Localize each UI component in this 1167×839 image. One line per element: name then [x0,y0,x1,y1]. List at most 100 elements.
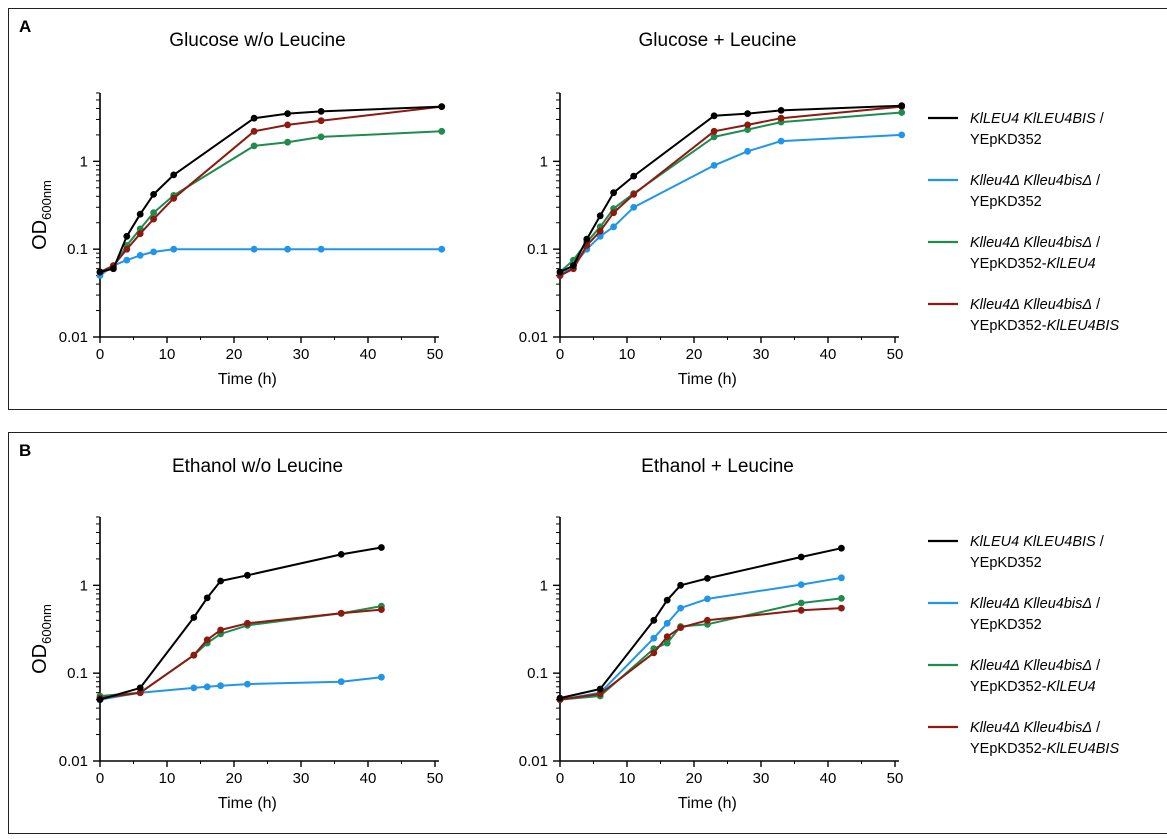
data-point [250,245,258,253]
y-tick-label: 0.01 [59,753,88,770]
legend-italic: KlLEU4 [1047,679,1096,695]
x-tick-label: 30 [753,770,770,787]
legend-line-2: YEpKD352-KlLEU4 [970,679,1096,695]
legend-plain: YEpKD352 [970,617,1042,633]
series-line [559,597,842,701]
data-point [317,108,325,115]
data-point [170,245,178,253]
y-tick-label: 1 [80,577,88,594]
data-point [596,685,604,693]
legend-italic: KlLEU4 KlLEU4BIS [970,534,1096,550]
data-point [663,596,671,604]
y-tick-label: 0.01 [519,329,548,346]
x-tick-label: 30 [293,770,310,787]
data-point [378,544,385,551]
legend-plain: / [1092,297,1101,313]
data-point [744,126,751,133]
x-tick-label: 40 [360,770,377,787]
legend-line-1: Klleu4Δ Klleu4bisΔ / [970,658,1101,674]
legend-plain: YEpKD352- [970,318,1047,334]
data-point [203,594,211,602]
legend-line-1: Klleu4Δ Klleu4bisΔ / [970,173,1101,189]
series-line [559,105,902,277]
legend-line-1: Klleu4Δ Klleu4bisΔ / [970,297,1101,313]
data-point [596,690,604,698]
legend-italic: KlLEU4BIS [1047,318,1120,334]
series-line [99,105,442,273]
series-line [99,105,442,273]
series-line [559,607,842,701]
x-tick-label: 50 [887,346,904,363]
data-point [663,633,671,641]
data-point [710,112,718,120]
legend-line-1: KlLEU4 KlLEU4BIS / [970,534,1105,550]
legend-line-2: YEpKD352 [970,194,1042,210]
legend-italic: Klleu4Δ Klleu4bisΔ [970,235,1092,251]
x-tick-label: 50 [427,346,444,363]
data-point [596,227,604,235]
data-point [317,133,325,141]
data-point [96,696,104,703]
data-point [744,147,751,155]
data-point [136,210,144,218]
y-tick-label: 0.01 [519,753,548,770]
data-point [284,121,291,129]
data-point [317,117,325,125]
data-point [744,110,751,117]
series-line [559,576,842,701]
panel-b: B [8,432,1167,834]
data-point [217,577,225,585]
data-point [150,215,158,223]
data-point [337,678,345,686]
legend-line-1: KlLEU4 KlLEU4BIS / [970,111,1105,127]
data-point [797,581,805,588]
chart-3: Ethanol w/o Leucine 0 10 20 30 40 50 0.01 0.1 1 Ti… [29,456,443,812]
data-point [838,544,845,552]
series-line [99,676,382,701]
data-point [244,571,251,579]
data-point [570,262,577,269]
legend-italic: KlLEU4 [1047,256,1096,272]
data-point [96,268,104,276]
data-point [284,110,291,117]
series-line [559,547,842,700]
data-point [704,575,711,582]
data-point [438,245,446,253]
legend-plain: / [1092,596,1101,612]
series-line [99,248,442,277]
panel-a: A [8,8,1167,410]
data-point [744,121,751,129]
y-axis-title-sub: 600nm [39,604,54,644]
data-point [136,252,144,259]
x-tick-label: 20 [226,346,243,363]
data-point [136,689,144,697]
data-point [170,171,178,179]
data-point [123,245,131,253]
data-point [170,194,178,202]
data-point [777,137,785,145]
legend-plain: / [1092,720,1101,736]
data-point [337,551,345,558]
data-point [250,114,258,122]
data-point [110,265,117,273]
x-tick-label: 10 [159,770,176,787]
legend-line-2: YEpKD352 [970,132,1042,148]
data-point [556,268,564,276]
chart-4: Ethanol + Leucine 0 10 20 30 40 50 0.01 0.1 1 Time… [519,456,904,812]
legend-plain: / [1092,235,1101,251]
x-tick-label: 30 [753,346,770,363]
data-point [337,609,345,617]
series-line [559,133,902,277]
data-point [898,102,906,110]
data-point [596,232,604,240]
data-point [838,604,845,612]
data-point [838,574,845,582]
legend-plain: / [1096,534,1105,550]
data-point [150,248,158,256]
x-tick-label: 10 [619,770,636,787]
data-point [663,619,671,627]
data-point [677,604,684,612]
legend-plain: YEpKD352- [970,679,1047,695]
data-point [777,114,785,122]
